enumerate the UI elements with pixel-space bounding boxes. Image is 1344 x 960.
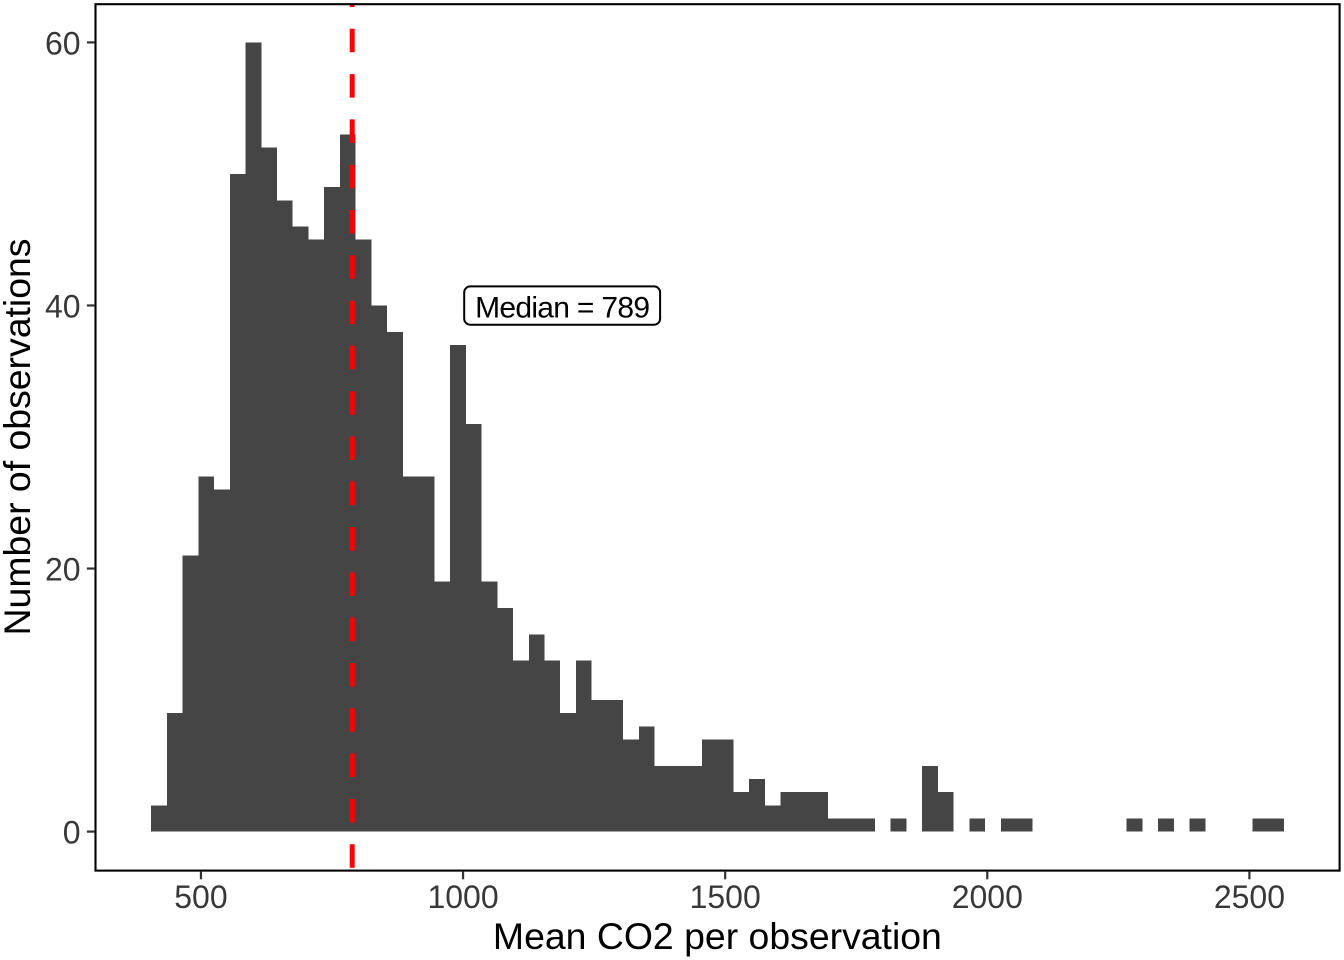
svg-text:Number of observations: Number of observations (0, 239, 38, 636)
svg-text:1000: 1000 (427, 879, 498, 915)
svg-text:2500: 2500 (1214, 879, 1285, 915)
svg-text:1500: 1500 (690, 879, 761, 915)
svg-text:40: 40 (45, 288, 81, 324)
svg-text:500: 500 (174, 879, 227, 915)
svg-text:60: 60 (45, 25, 81, 61)
svg-text:20: 20 (45, 551, 81, 587)
svg-text:Mean CO2 per observation: Mean CO2 per observation (493, 915, 942, 957)
svg-text:0: 0 (63, 815, 81, 851)
svg-text:Median = 789: Median = 789 (475, 292, 649, 325)
svg-text:2000: 2000 (952, 879, 1023, 915)
